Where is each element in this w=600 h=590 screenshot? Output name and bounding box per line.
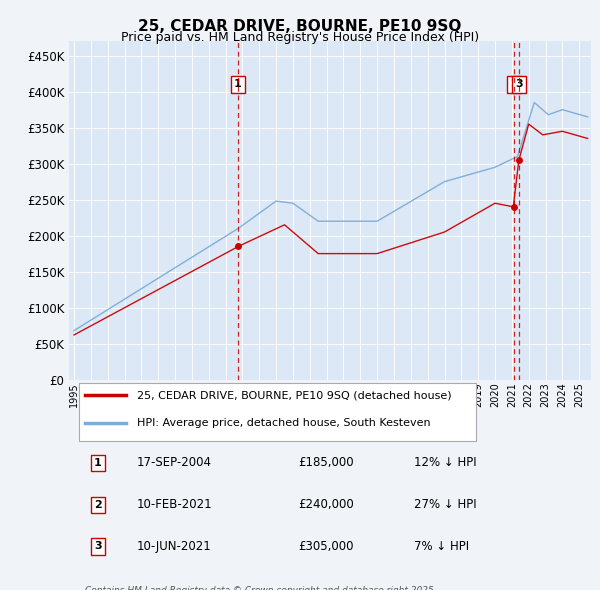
Text: 2: 2 (510, 80, 518, 90)
Text: 1: 1 (234, 80, 242, 90)
Text: Price paid vs. HM Land Registry's House Price Index (HPI): Price paid vs. HM Land Registry's House … (121, 31, 479, 44)
Text: 25, CEDAR DRIVE, BOURNE, PE10 9SQ (detached house): 25, CEDAR DRIVE, BOURNE, PE10 9SQ (detac… (137, 391, 451, 401)
FancyBboxPatch shape (79, 382, 476, 441)
Text: 27% ↓ HPI: 27% ↓ HPI (413, 498, 476, 511)
Text: £305,000: £305,000 (299, 540, 354, 553)
Text: 12% ↓ HPI: 12% ↓ HPI (413, 457, 476, 470)
Text: 7% ↓ HPI: 7% ↓ HPI (413, 540, 469, 553)
Text: 3: 3 (94, 542, 101, 552)
Text: 10-JUN-2021: 10-JUN-2021 (137, 540, 212, 553)
Text: 3: 3 (515, 80, 523, 90)
Text: 2: 2 (94, 500, 101, 510)
Text: 17-SEP-2004: 17-SEP-2004 (137, 457, 212, 470)
Text: 10-FEB-2021: 10-FEB-2021 (137, 498, 212, 511)
Text: Contains HM Land Registry data © Crown copyright and database right 2025.: Contains HM Land Registry data © Crown c… (85, 586, 436, 590)
Text: £185,000: £185,000 (299, 457, 355, 470)
Text: HPI: Average price, detached house, South Kesteven: HPI: Average price, detached house, Sout… (137, 418, 430, 428)
Text: £240,000: £240,000 (299, 498, 355, 511)
Text: 25, CEDAR DRIVE, BOURNE, PE10 9SQ: 25, CEDAR DRIVE, BOURNE, PE10 9SQ (139, 19, 461, 34)
Text: 1: 1 (94, 458, 101, 468)
